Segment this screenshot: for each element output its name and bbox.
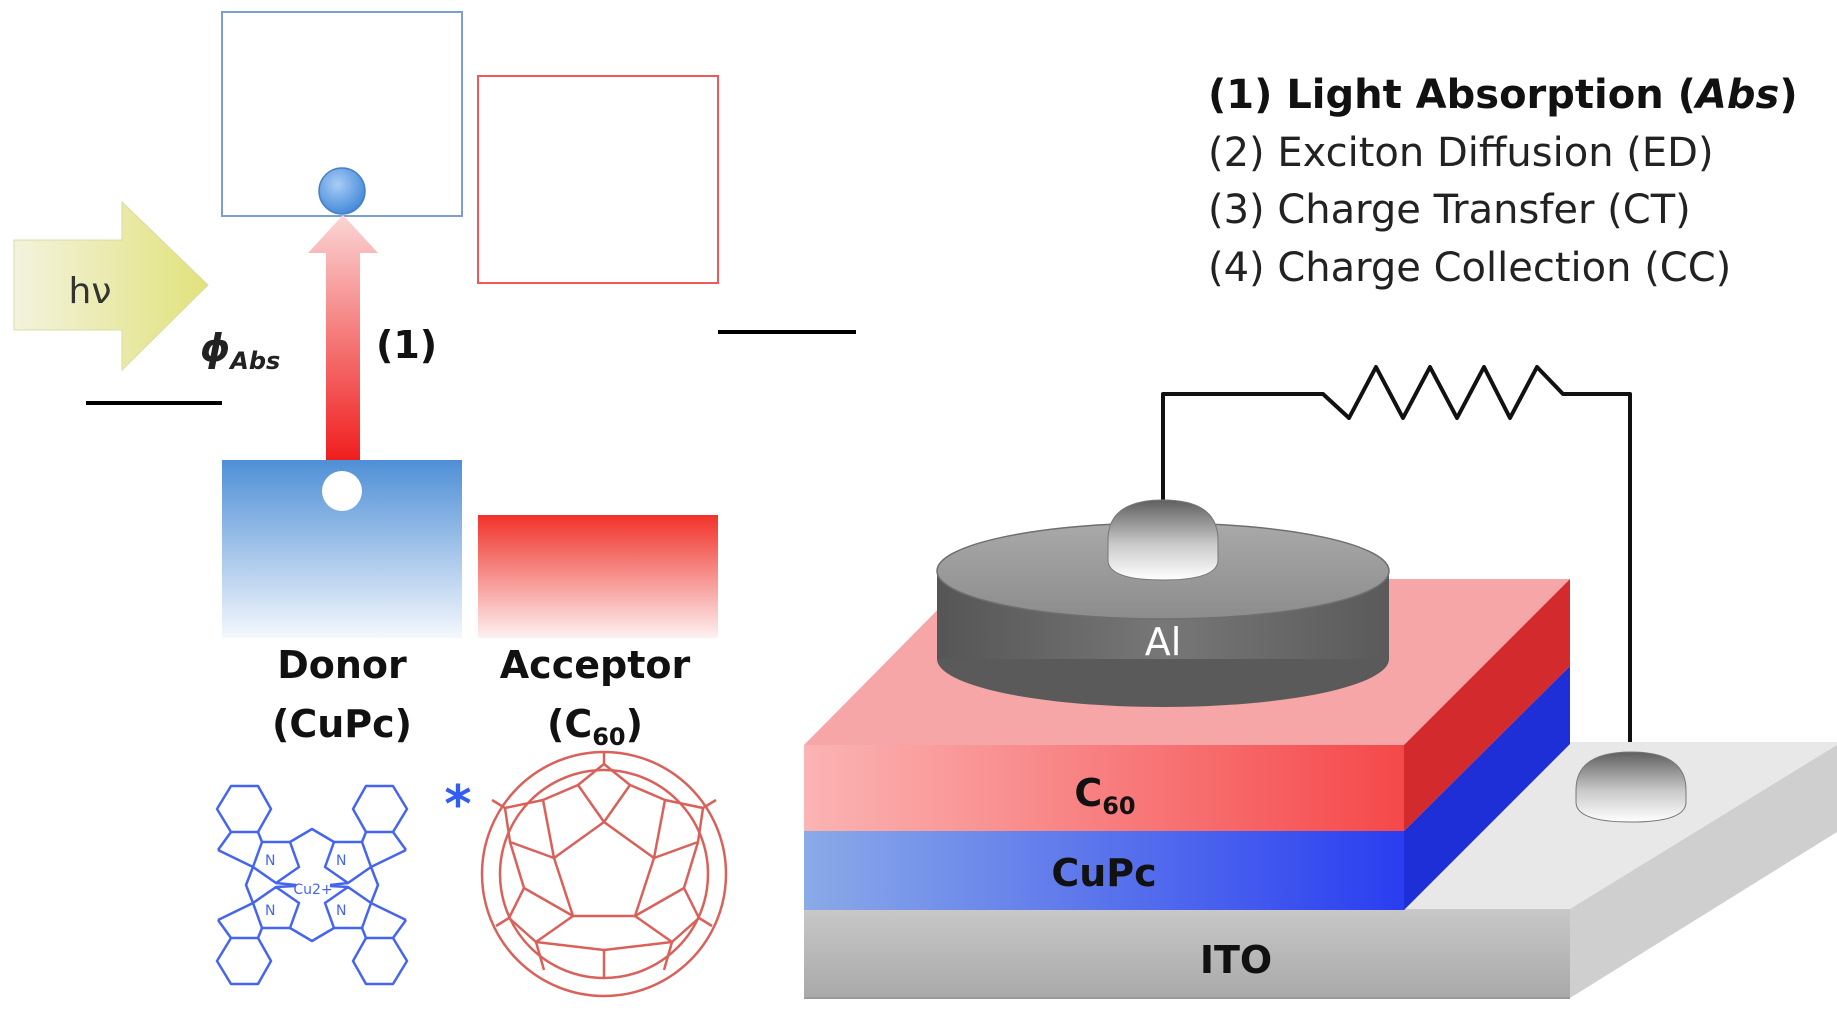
cupc-center-label: Cu2+ [293, 882, 332, 898]
excitation-arrow [308, 215, 378, 460]
legend-step-4: (4) Charge Collection (CC) [1208, 245, 1731, 291]
ito-layer-label: ITO [1200, 938, 1272, 982]
cupc-layer-side [1404, 666, 1570, 910]
donor-material-label: (CuPc) [272, 702, 412, 746]
cupc-layer-front [804, 831, 1404, 910]
acceptor-lumo-box [477, 75, 719, 284]
c60-molecule [480, 750, 728, 998]
c60-layer-side [1404, 579, 1570, 831]
energy-diagram: hν ϕAbs (1) Donor (CuPc) Acceptor (C60) [13, 11, 856, 751]
transition-label: (1) [376, 323, 437, 367]
phi-abs-label: ϕAbs [200, 326, 280, 375]
acceptor-material-label: (C60) [547, 702, 643, 751]
cupc-nitrogen-1: N [265, 853, 275, 869]
acceptor-label: Acceptor [500, 643, 691, 687]
cupc-layer-label: CuPc [1051, 851, 1156, 895]
photon-arrow: hν [13, 200, 209, 372]
bottom-contact [1575, 751, 1687, 823]
c60-layer-label: C60 [1074, 771, 1135, 820]
hole-dot [322, 471, 362, 511]
electron-dot [318, 167, 366, 215]
cupc-molecule: Cu2+ N N N N [215, 784, 409, 986]
photon-label: hν [69, 271, 112, 312]
legend-step-2: (2) Exciton Diffusion (ED) [1208, 130, 1714, 176]
ito-front [804, 909, 1570, 998]
circuit-wire [1161, 365, 1632, 752]
cupc-nitrogen-4: N [336, 903, 346, 919]
cupc-nitrogen-3: N [265, 903, 275, 919]
cupc-nitrogen-2: N [336, 853, 346, 869]
legend-step-1: (1) Light Absorption (Abs) [1208, 72, 1798, 118]
legend-step-3: (3) Charge Transfer (CT) [1208, 187, 1691, 233]
c60-layer-front [804, 745, 1404, 831]
cupc-asterisk: * [444, 775, 471, 835]
donor-lumo-box [221, 11, 463, 217]
ito-side [1570, 745, 1837, 998]
al-electrode-label: Al [1145, 620, 1182, 664]
device-stack: Al C60 CuPc ITO [804, 365, 1837, 999]
top-contact [1107, 499, 1219, 581]
donor-label: Donor [277, 643, 407, 687]
acceptor-homo-band [478, 515, 718, 638]
process-legend: (1) Light Absorption (Abs) (2) Exciton D… [1208, 72, 1798, 291]
